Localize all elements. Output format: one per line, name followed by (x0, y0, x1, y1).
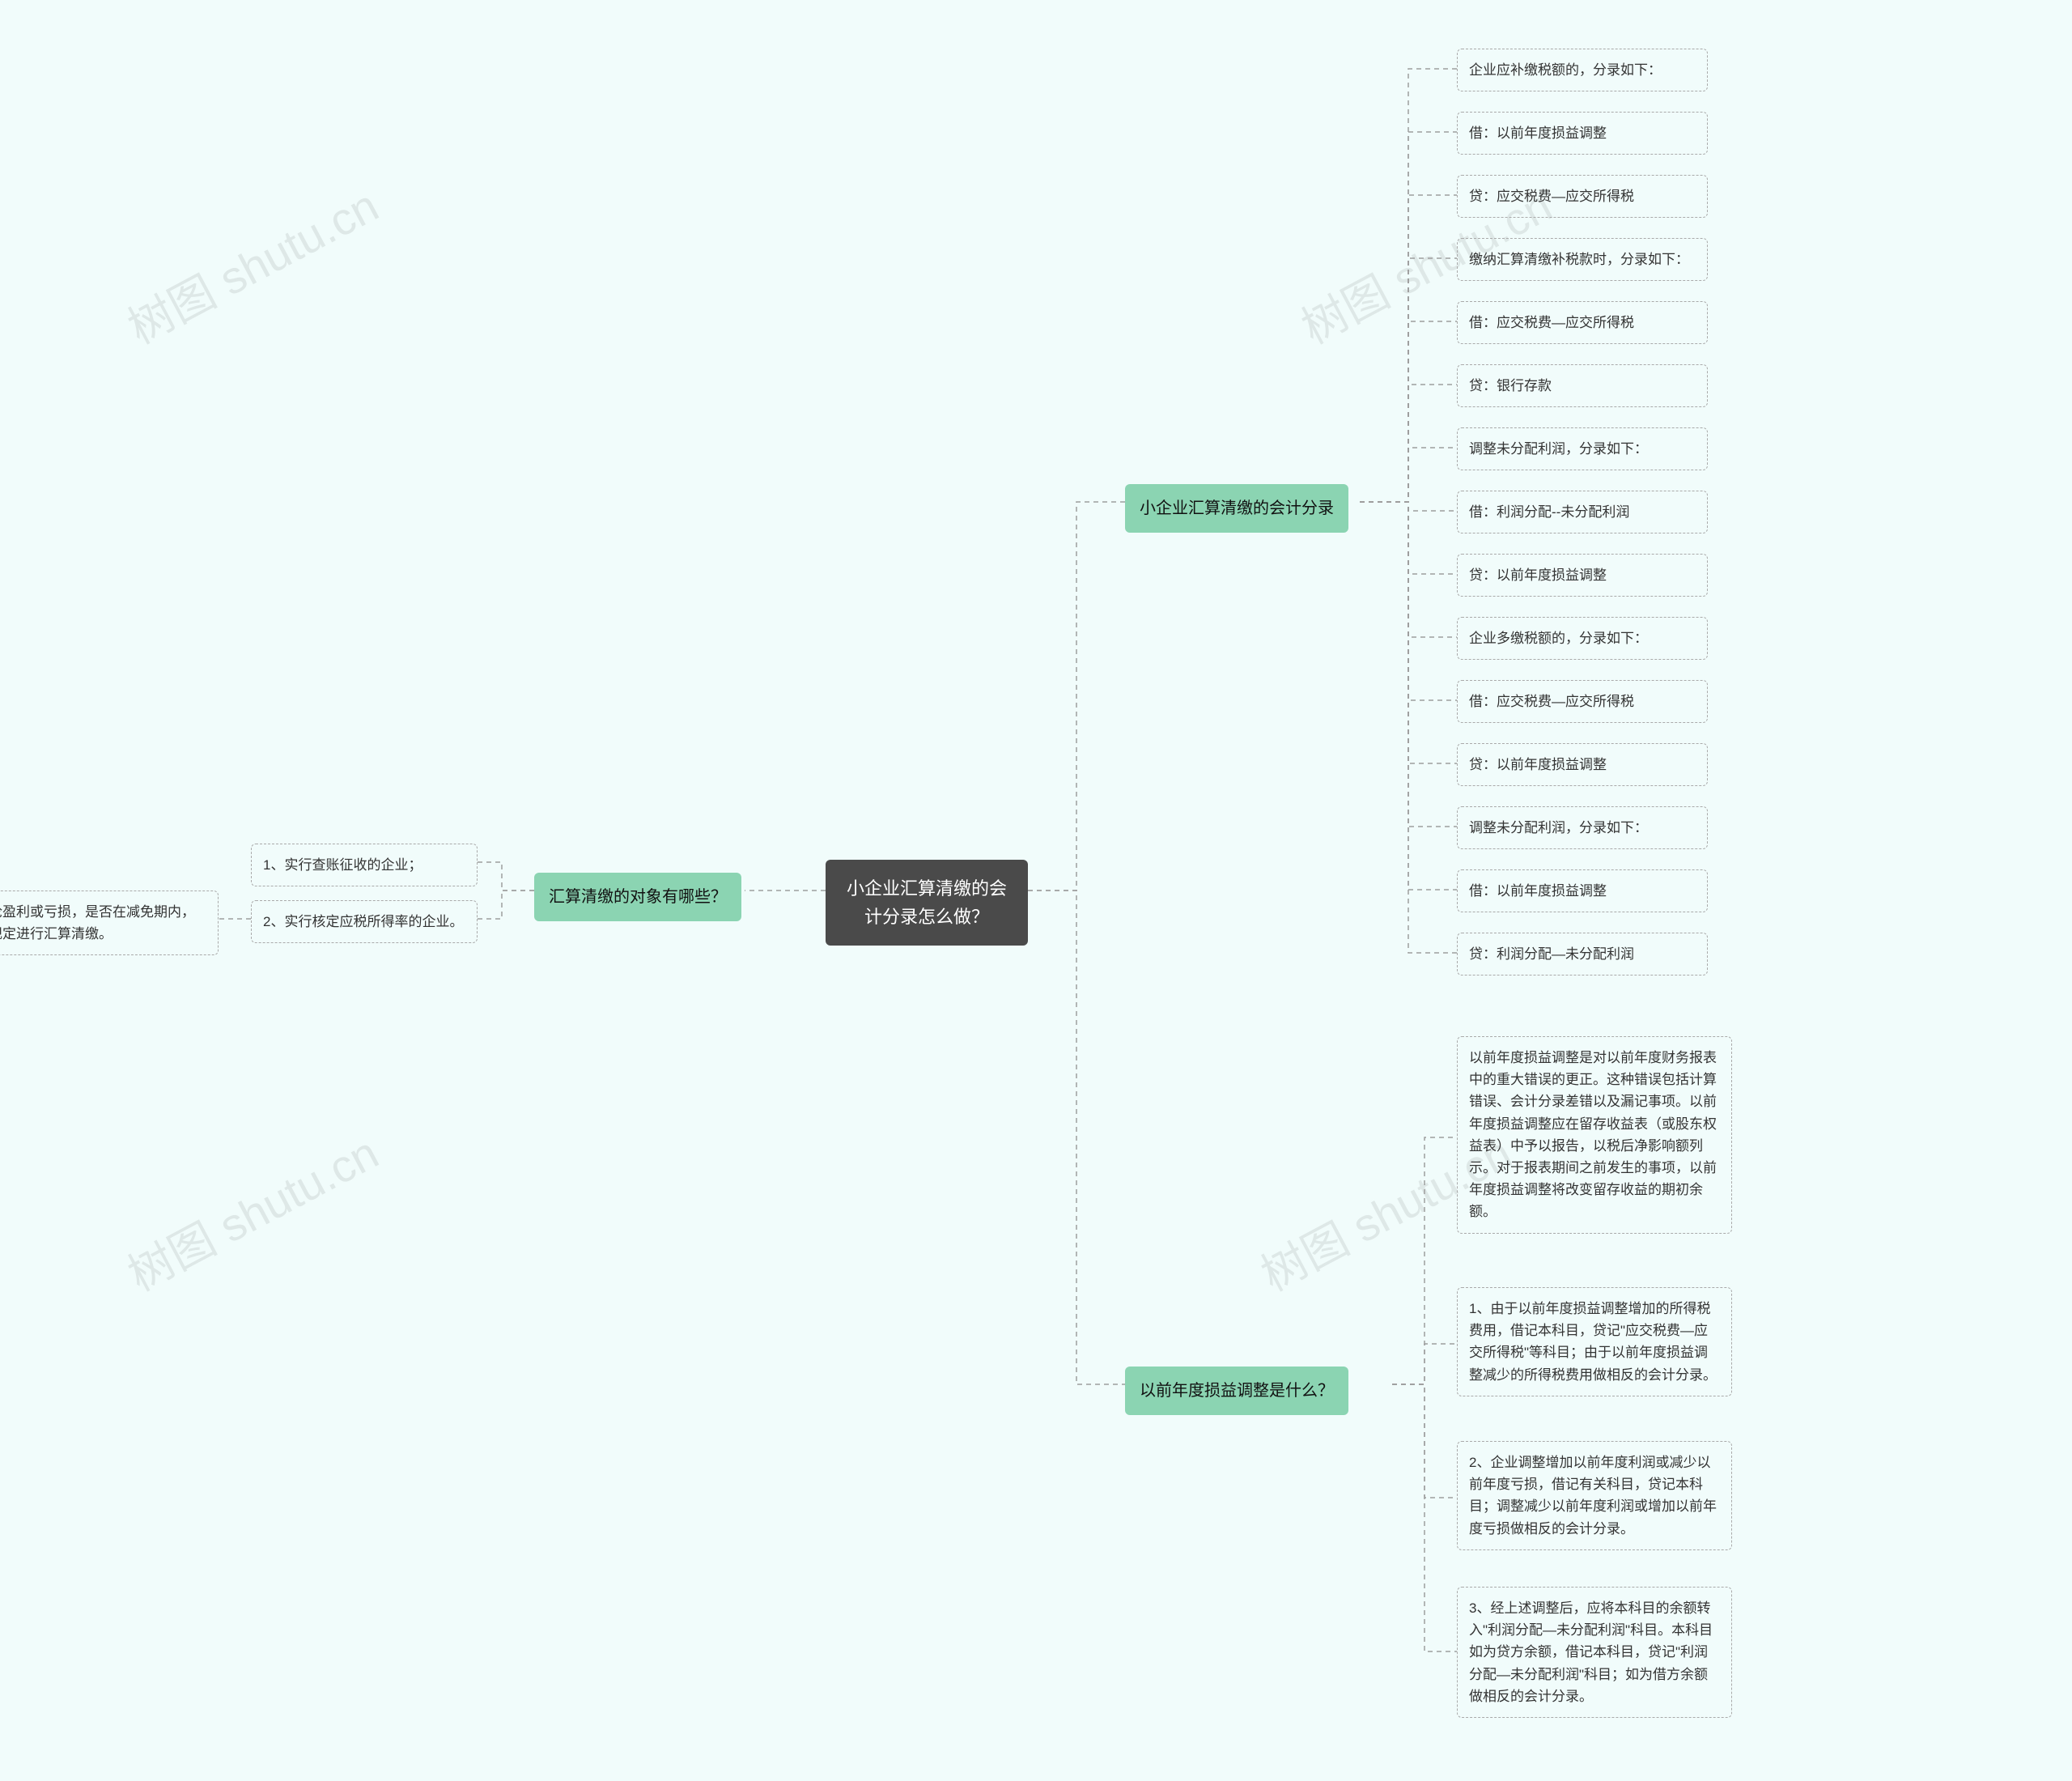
leaf-a-14: 贷：利润分配—未分配利润 (1457, 933, 1708, 976)
leaf-left-1: 1、实行查账征收的企业； (251, 844, 478, 886)
leaf-a-3: 缴纳汇算清缴补税款时，分录如下： (1457, 238, 1708, 281)
leaf-a-4: 借：应交税费—应交所得税 (1457, 301, 1708, 344)
leaf-b-3: 3、经上述调整后，应将本科目的余额转入"利润分配—未分配利润"科目。本科目如为贷… (1457, 1587, 1732, 1718)
leaf-left-grandchild: 企业无论盈利或亏损，是否在减免期内，均应按规定进行汇算清缴。 (0, 890, 219, 955)
leaf-b-2: 2、企业调整增加以前年度利润或减少以前年度亏损，借记有关科目，贷记本科目；调整减… (1457, 1441, 1732, 1550)
leaf-b-0: 以前年度损益调整是对以前年度财务报表中的重大错误的更正。这种错误包括计算错误、会… (1457, 1036, 1732, 1234)
leaf-a-6: 调整未分配利润，分录如下： (1457, 427, 1708, 470)
root-node: 小企业汇算清缴的会计分录怎么做？ (826, 860, 1028, 946)
connector-lines (0, 0, 2072, 1781)
leaf-a-10: 借：应交税费—应交所得税 (1457, 680, 1708, 723)
leaf-left-2: 2、实行核定应税所得率的企业。 (251, 900, 478, 943)
watermark: 树图 shutu.cn (115, 170, 388, 357)
leaf-a-9: 企业多缴税额的，分录如下： (1457, 617, 1708, 660)
watermark: 树图 shutu.cn (115, 1117, 388, 1304)
branch-right-a: 小企业汇算清缴的会计分录 (1125, 484, 1348, 533)
branch-right-b: 以前年度损益调整是什么？ (1125, 1367, 1348, 1415)
leaf-b-1: 1、由于以前年度损益调整增加的所得税费用，借记本科目，贷记"应交税费—应交所得税… (1457, 1287, 1732, 1396)
leaf-a-1: 借：以前年度损益调整 (1457, 112, 1708, 155)
leaf-a-2: 贷：应交税费—应交所得税 (1457, 175, 1708, 218)
leaf-a-5: 贷：银行存款 (1457, 364, 1708, 407)
leaf-a-11: 贷：以前年度损益调整 (1457, 743, 1708, 786)
leaf-a-7: 借：利润分配--未分配利润 (1457, 491, 1708, 533)
leaf-a-13: 借：以前年度损益调整 (1457, 869, 1708, 912)
leaf-a-12: 调整未分配利润，分录如下： (1457, 806, 1708, 849)
leaf-a-0: 企业应补缴税额的，分录如下： (1457, 49, 1708, 91)
leaf-a-8: 贷：以前年度损益调整 (1457, 554, 1708, 597)
branch-left: 汇算清缴的对象有哪些？ (534, 873, 741, 921)
